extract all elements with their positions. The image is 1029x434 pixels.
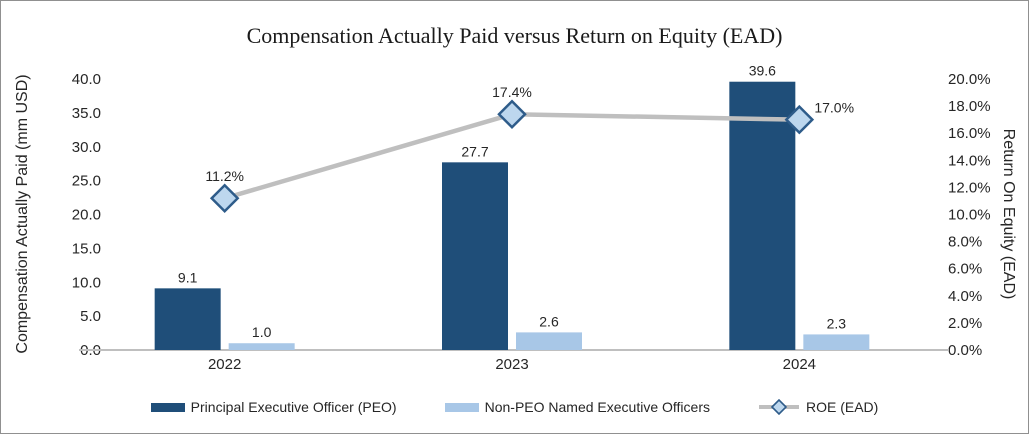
peo-bar-swatch <box>150 402 185 412</box>
right-axis-tick-label: 16.0% <box>948 125 991 142</box>
roe-marker-2023 <box>497 99 527 129</box>
left-axis-tick-label: 20.0 <box>72 207 101 224</box>
left-axis-tick-label: 30.0 <box>72 139 101 156</box>
bar-data-label: 39.6 <box>749 63 776 79</box>
roe-line-diamond-swatch <box>758 399 799 415</box>
bar-data-label: 9.1 <box>178 269 198 285</box>
legend-item-nonpeo: Non-PEO Named Executive Officers <box>444 399 710 415</box>
bar-data-label: 2.6 <box>539 313 559 329</box>
legend-label-peo: Principal Executive Officer (PEO) <box>190 399 397 415</box>
bar-nonpeo-2024 <box>803 334 870 350</box>
left-axis-tick-label: 5.0 <box>80 308 101 325</box>
right-axis-tick-label: 20.0% <box>948 71 991 88</box>
left-axis-tick-label: 15.0 <box>72 240 101 257</box>
roe-marker-2022 <box>209 183 240 214</box>
x-axis-category-label: 2023 <box>495 356 528 373</box>
legend: Principal Executive Officer (PEO) Non-PE… <box>1 399 1028 415</box>
right-axis-tick-label: 12.0% <box>948 179 991 196</box>
right-axis-tick-label: 10.0% <box>948 207 991 224</box>
legend-item-peo: Principal Executive Officer (PEO) <box>150 399 397 415</box>
roe-data-label: 17.0% <box>814 100 854 116</box>
roe-data-label: 17.4% <box>492 84 532 100</box>
nonpeo-bar-swatch <box>444 402 479 412</box>
left-axis-tick-label: 35.0 <box>72 105 101 122</box>
right-axis-tick-label: 2.0% <box>948 315 982 332</box>
right-axis-tick-label: 8.0% <box>948 234 982 251</box>
right-axis-tick-label: 4.0% <box>948 288 982 305</box>
bar-peo-2022 <box>154 288 221 350</box>
legend-item-roe: ROE (EAD) <box>758 399 878 415</box>
bar-data-label: 1.0 <box>252 324 272 340</box>
roe-data-label: 11.2% <box>205 168 244 184</box>
legend-label-roe: ROE (EAD) <box>805 399 879 415</box>
legend-label-nonpeo: Non-PEO Named Executive Officers <box>484 399 710 415</box>
right-axis-tick-label: 0.0% <box>948 342 982 359</box>
bar-peo-2023 <box>442 162 508 350</box>
left-axis-tick-label: 25.0 <box>72 173 101 190</box>
bar-peo-2024 <box>729 81 796 351</box>
left-axis-tick-label: 40.0 <box>72 71 101 88</box>
right-axis-tick-label: 6.0% <box>948 261 982 278</box>
bar-nonpeo-2022 <box>228 343 295 350</box>
bar-data-label: 2.3 <box>827 315 847 331</box>
right-axis-tick-label: 18.0% <box>948 98 991 115</box>
x-axis-category-label: 2024 <box>783 356 816 373</box>
right-axis-tick-label: 14.0% <box>948 152 991 169</box>
bar-nonpeo-2023 <box>516 332 582 350</box>
chart-title: Compensation Actually Paid versus Return… <box>246 23 783 48</box>
x-axis-category-label: 2022 <box>208 356 241 373</box>
roe-marker-2024 <box>784 104 815 135</box>
bar-data-label: 27.7 <box>461 143 488 159</box>
left-axis-tick-label: 10.0 <box>72 274 101 291</box>
